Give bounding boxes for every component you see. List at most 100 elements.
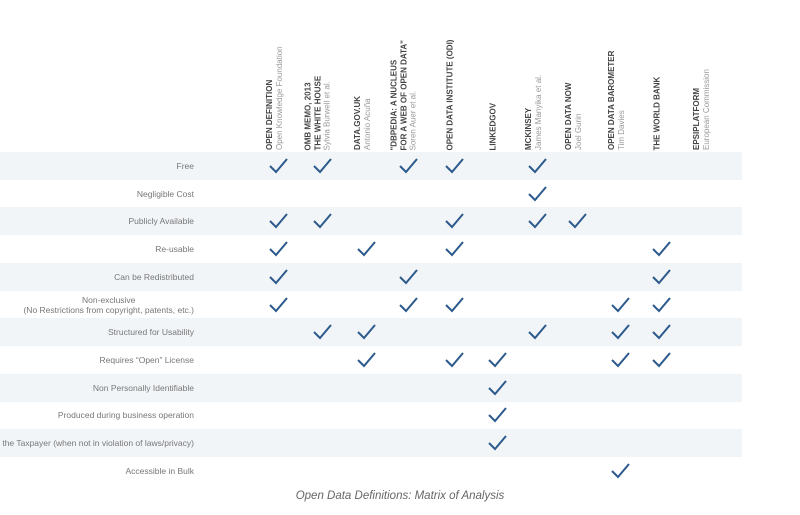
column-header: "DBPEDIA: A NUCLEUS FOR A WEB OF OPEN DA… (390, 40, 419, 150)
checkmark-icon (445, 352, 464, 368)
column-subtitle: Soren Auer et al. (408, 90, 418, 150)
table-row: Non Personally Identifiable (0, 373, 742, 402)
checkmark-icon (269, 213, 288, 229)
checkmark-icon (269, 269, 288, 285)
table-row: Produced during business operation (0, 401, 742, 429)
row-label: Non Personally Identifiable (0, 374, 194, 402)
checkmark-icon (611, 463, 630, 479)
row-label-text: Belongs to the Taxpayer (when not in vio… (2, 438, 194, 448)
checkmark-icon (269, 296, 288, 312)
column-subtitle: European Commission (701, 69, 710, 150)
row-label-text: Publicly Available (128, 216, 194, 227)
checkmark-icon (528, 158, 547, 174)
row-label: Produced during business operation (0, 401, 194, 429)
column-header: MCKINSEY James Manyika et al. (524, 75, 543, 150)
table-row: Non-exclusive (No Restrictions from copy… (0, 291, 742, 319)
column-header: EPSIPLATFORM European Commission (692, 69, 711, 150)
checkmark-icon (399, 296, 418, 312)
column-title: LINKEDGOV (488, 102, 498, 150)
column-title: MCKINSEY (523, 107, 533, 150)
column-title: OPEN DATA INSTITUTE (ODI) (445, 39, 455, 150)
checkmark-icon (269, 241, 288, 257)
checkmark-icon (611, 296, 630, 312)
table-row: Belongs to the Taxpayer (when not in vio… (0, 429, 742, 457)
checkmark-icon (611, 324, 630, 340)
column-header: LINKEDGOV (488, 102, 498, 150)
column-title: DATA.GOV.UK (352, 95, 362, 150)
row-label: Belongs to the Taxpayer (when not in vio… (0, 429, 194, 457)
checkmark-icon (357, 241, 376, 257)
checkmark-icon (652, 352, 671, 368)
checkmark-icon (313, 158, 332, 174)
checkmark-icon (488, 407, 507, 423)
table-row: Re-usable (0, 235, 742, 263)
checkmark-icon (611, 352, 630, 368)
row-label-text: Requires “Open” License (99, 354, 195, 365)
column-header: THE WORLD BANK (652, 76, 662, 150)
column-header: OMB MEMO, 2013 THE WHITE HOUSE Sylvia Bur… (304, 75, 333, 150)
column-subtitle: Open Knowledge Foundation (274, 46, 283, 150)
row-label-text: Non-exclusive (No Restrictions from copy… (23, 294, 194, 315)
checkmark-icon (488, 352, 507, 368)
checkmark-icon (652, 269, 671, 285)
row-label: Re-usable (0, 235, 194, 263)
row-label: Negligible Cost (0, 180, 194, 208)
column-header: OPEN DEFINITION Open Knowledge Foundation (265, 46, 284, 150)
checkmark-icon (488, 379, 507, 396)
column-header: OPEN DATA BAROMETER Tim Davies (607, 51, 626, 150)
checkmark-icon (528, 186, 547, 202)
row-label-text: Accessible in Bulk (125, 465, 194, 476)
column-subtitle: Tim Davies (616, 110, 625, 150)
column-subtitle: Sylvia Burwell et al. (322, 80, 332, 150)
row-label: Requires “Open” License (0, 346, 195, 374)
checkmark-icon (445, 213, 464, 229)
table-row: Accessible in Bulk (0, 457, 742, 485)
column-title: OPEN DATA BAROMETER (606, 50, 616, 150)
table-row: Structured for Usability (0, 318, 742, 347)
column-header: OPEN DATA NOW Joel Gurin (564, 83, 583, 150)
checkmark-icon (528, 213, 547, 229)
row-label-text: Re-usable (155, 244, 194, 255)
column-title: THE WORLD BANK (652, 76, 662, 150)
column-title: OPEN DATA NOW (563, 82, 573, 150)
column-title: EPSIPLATFORM (691, 87, 701, 150)
checkmark-icon (652, 324, 671, 340)
row-label: Publicly Available (0, 207, 194, 235)
table-row: Publicly Available (0, 207, 742, 236)
row-label: Structured for Usability (0, 318, 194, 346)
row-label: Can be Redistributed (0, 263, 194, 291)
checkmark-icon (652, 296, 671, 312)
row-label-text: Produced during business operation (57, 410, 194, 421)
checkmark-icon (357, 352, 376, 368)
checkmark-icon (445, 296, 464, 312)
column-title: OMB MEMO, 2013 THE WHITE HOUSE (303, 75, 323, 150)
column-title: OPEN DEFINITION (264, 79, 274, 150)
table-row: Free (0, 152, 742, 180)
checkmark-icon (488, 435, 507, 451)
column-header: DATA.GOV.UK Antonio Acuña (353, 96, 372, 150)
row-label-text: Structured for Usability (108, 327, 194, 338)
table-row: Negligible Cost (0, 180, 742, 208)
column-header: OPEN DATA INSTITUTE (ODI) (445, 39, 455, 150)
checkmark-icon (652, 241, 671, 257)
table-row: Can be Redistributed (0, 262, 742, 291)
checkmark-icon (399, 269, 418, 285)
row-label: Accessible in Bulk (0, 457, 194, 485)
checkmark-icon (528, 324, 547, 340)
checkmark-icon (445, 241, 464, 257)
row-label: Non-exclusive (No Restrictions from copy… (0, 291, 194, 319)
column-subtitle: James Manyika et al. (533, 74, 542, 150)
row-label: Free (0, 152, 194, 180)
row-label-text: Can be Redistributed (114, 271, 194, 282)
row-label-text: Non Personally Identifiable (92, 382, 194, 393)
column-title: "DBPEDIA: A NUCLEUS FOR A WEB OF OPEN DA… (389, 39, 409, 150)
figure-caption: Open Data Definitions: Matrix of Analysi… (295, 490, 505, 502)
checkmark-icon (313, 213, 332, 229)
checkmark-icon (313, 324, 332, 340)
checkmark-icon (445, 158, 464, 174)
row-label-text: Free (176, 161, 194, 171)
row-label-text: Negligible Cost (136, 188, 194, 199)
checkmark-icon (357, 324, 376, 340)
column-subtitle: Antonio Acuña (362, 98, 371, 150)
checkmark-icon (269, 158, 288, 174)
